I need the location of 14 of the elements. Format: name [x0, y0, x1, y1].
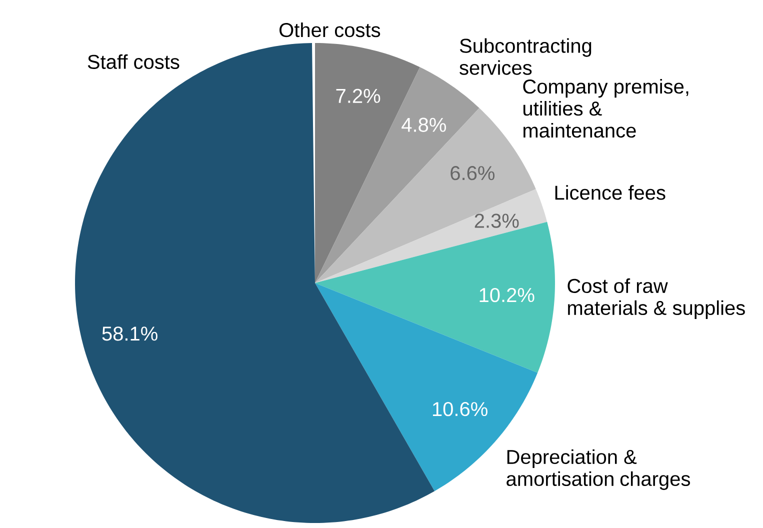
- data-label: 4.8%: [402, 118, 446, 132]
- data-label: 6.6%: [450, 166, 495, 180]
- data-label: 10.2%: [480, 288, 534, 302]
- slice-label: Staff costs: [88, 54, 180, 69]
- slice-label: Depreciation & amortisation charges: [506, 449, 690, 490]
- slice-label: Company premise, utilities & maintenance: [523, 79, 688, 138]
- data-label: 2.3%: [474, 214, 519, 228]
- data-label: 10.6%: [432, 402, 488, 416]
- slice-label: Other costs: [280, 22, 380, 38]
- slice-label: Subcontracting services: [460, 38, 592, 75]
- slice-label: Cost of raw materials & supplies: [568, 278, 745, 320]
- data-label: 58.1%: [102, 326, 158, 341]
- data-label: 7.2%: [336, 88, 380, 103]
- slice-label: Licence fees: [555, 185, 666, 200]
